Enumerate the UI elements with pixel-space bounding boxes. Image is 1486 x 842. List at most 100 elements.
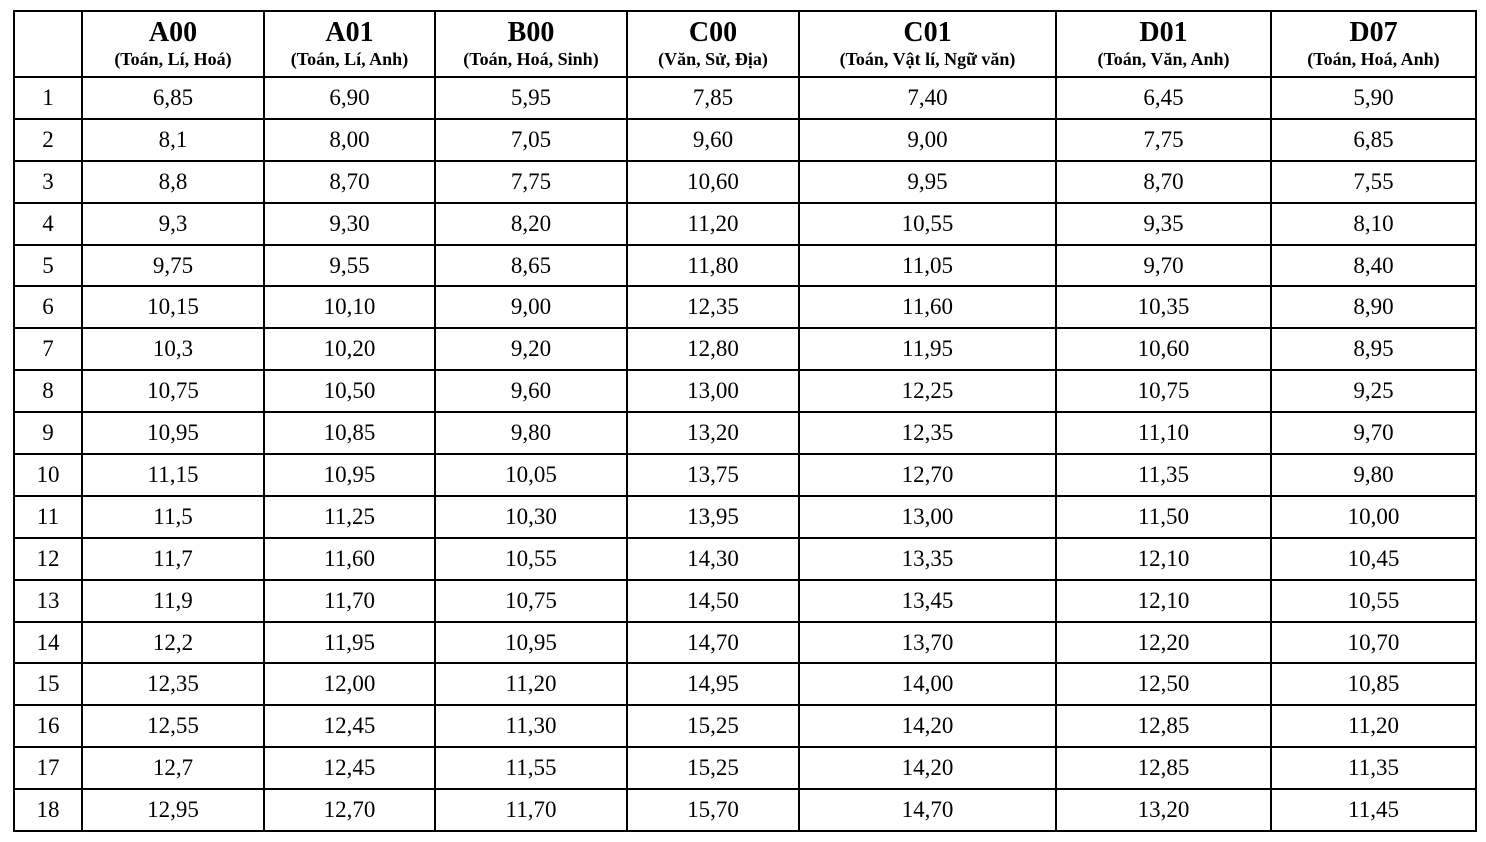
score-cell: 9,75	[81, 243, 265, 288]
score-cell: 8,10	[1270, 201, 1477, 246]
table-row: 15 12,35 12,00 11,20 14,95 14,00 12,50 10,85	[13, 662, 1477, 707]
score-cell: 10,75	[1055, 369, 1272, 414]
table-row: 9 10,95 10,85 9,80 13,20 12,35 11,10 9,70	[13, 411, 1477, 456]
table-row: 7 10,3 10,20 9,20 12,80 11,95 10,60 8,95	[13, 327, 1477, 372]
score-cell: 10,55	[798, 201, 1057, 246]
score-cell: 9,3	[81, 201, 265, 246]
score-cell: 12,35	[798, 411, 1057, 456]
row-number: 10	[13, 453, 83, 497]
score-cell: 6,90	[263, 76, 436, 120]
score-cell: 11,10	[1055, 411, 1272, 456]
score-cell: 10,50	[263, 369, 436, 414]
score-cell: 12,7	[81, 746, 265, 791]
row-number: 7	[13, 327, 83, 372]
score-cell: 13,20	[626, 411, 800, 456]
score-cell: 12,35	[626, 285, 800, 330]
score-cell: 10,30	[434, 494, 628, 539]
score-cell: 12,70	[263, 788, 436, 833]
score-cell: 10,60	[626, 159, 800, 204]
score-cell: 6,85	[1270, 117, 1477, 162]
score-cell: 11,20	[1270, 704, 1477, 749]
score-cell: 10,75	[434, 578, 628, 623]
score-cell: 11,30	[434, 704, 628, 749]
score-cell: 11,5	[81, 494, 265, 539]
score-cell: 12,2	[81, 620, 265, 665]
table-row: 17 12,7 12,45 11,55 15,25 14,20 12,85 11,35	[13, 746, 1477, 791]
score-cell: 10,05	[434, 453, 628, 497]
score-cell: 7,55	[1270, 159, 1477, 204]
score-cell: 10,95	[263, 453, 436, 497]
score-cell: 11,55	[434, 746, 628, 791]
score-cell: 14,50	[626, 578, 800, 623]
score-cell: 14,95	[626, 662, 800, 707]
column-code: C01	[903, 17, 952, 49]
score-cell: 10,60	[1055, 327, 1272, 372]
score-cell: 12,45	[263, 746, 436, 791]
score-cell: 8,70	[1055, 159, 1272, 204]
score-cell: 9,35	[1055, 201, 1272, 246]
score-cell: 11,7	[81, 536, 265, 581]
score-cell: 12,85	[1055, 746, 1272, 791]
score-cell: 9,00	[434, 285, 628, 330]
score-cell: 11,95	[263, 620, 436, 665]
score-cell: 13,70	[798, 620, 1057, 665]
score-cell: 15,70	[626, 788, 800, 833]
column-code: D01	[1139, 17, 1188, 49]
score-cell: 12,85	[1055, 704, 1272, 749]
table-row: 10 11,15 10,95 10,05 13,75 12,70 11,35 9,80	[13, 453, 1477, 497]
table-row: 6 10,15 10,10 9,00 12,35 11,60 10,35 8,90	[13, 285, 1477, 330]
score-cell: 9,80	[434, 411, 628, 456]
score-cell: 15,25	[626, 746, 800, 791]
score-cell: 10,45	[1270, 536, 1477, 581]
table-row: 8 10,75 10,50 9,60 13,00 12,25 10,75 9,25	[13, 369, 1477, 414]
score-cell: 7,40	[798, 76, 1057, 120]
score-cell: 10,55	[1270, 578, 1477, 623]
row-number: 17	[13, 746, 83, 791]
score-cell: 11,25	[263, 494, 436, 539]
score-cell: 9,30	[263, 201, 436, 246]
score-cell: 13,35	[798, 536, 1057, 581]
score-cell: 8,00	[263, 117, 436, 162]
score-cell: 14,30	[626, 536, 800, 581]
score-cell: 7,05	[434, 117, 628, 162]
score-cell: 12,00	[263, 662, 436, 707]
score-cell: 12,10	[1055, 578, 1272, 623]
score-cell: 7,75	[434, 159, 628, 204]
row-number: 14	[13, 620, 83, 665]
score-cell: 14,20	[798, 746, 1057, 791]
column-subjects: (Toán, Vật lí, Ngữ văn)	[839, 49, 1016, 70]
row-number: 2	[13, 117, 83, 162]
header-cell-a00: A00 (Toán, Lí, Hoá)	[81, 10, 265, 78]
score-cell: 13,75	[626, 453, 800, 497]
table-row: 11 11,5 11,25 10,30 13,95 13,00 11,50 10,00	[13, 494, 1477, 539]
score-cell: 8,8	[81, 159, 265, 204]
score-cell: 6,45	[1055, 76, 1272, 120]
score-cell: 8,40	[1270, 243, 1477, 288]
column-subjects: (Văn, Sử, Địa)	[658, 49, 768, 70]
score-cell: 12,70	[798, 453, 1057, 497]
score-cell: 9,95	[798, 159, 1057, 204]
score-cell: 12,25	[798, 369, 1057, 414]
score-cell: 8,70	[263, 159, 436, 204]
score-cell: 11,20	[434, 662, 628, 707]
score-cell: 13,00	[798, 494, 1057, 539]
score-cell: 13,20	[1055, 788, 1272, 833]
score-cell: 7,85	[626, 76, 800, 120]
score-cell: 11,80	[626, 243, 800, 288]
row-number: 4	[13, 201, 83, 246]
score-cell: 10,20	[263, 327, 436, 372]
row-number: 3	[13, 159, 83, 204]
table-row: 3 8,8 8,70 7,75 10,60 9,95 8,70 7,55	[13, 159, 1477, 204]
score-cell: 11,70	[263, 578, 436, 623]
score-cell: 12,10	[1055, 536, 1272, 581]
column-code: C00	[688, 17, 738, 49]
column-subjects: (Toán, Lí, Anh)	[290, 49, 409, 70]
header-cell-c00: C00 (Văn, Sử, Địa)	[626, 10, 800, 78]
exam-score-table: A00 (Toán, Lí, Hoá) A01 (Toán, Lí, Anh) …	[13, 10, 1477, 833]
row-number: 15	[13, 662, 83, 707]
column-subjects: (Toán, Lí, Hoá)	[114, 49, 232, 70]
table-row: 2 8,1 8,00 7,05 9,60 9,00 7,75 6,85	[13, 117, 1477, 162]
column-code: D07	[1349, 17, 1398, 49]
score-cell: 11,95	[798, 327, 1057, 372]
score-cell: 8,95	[1270, 327, 1477, 372]
